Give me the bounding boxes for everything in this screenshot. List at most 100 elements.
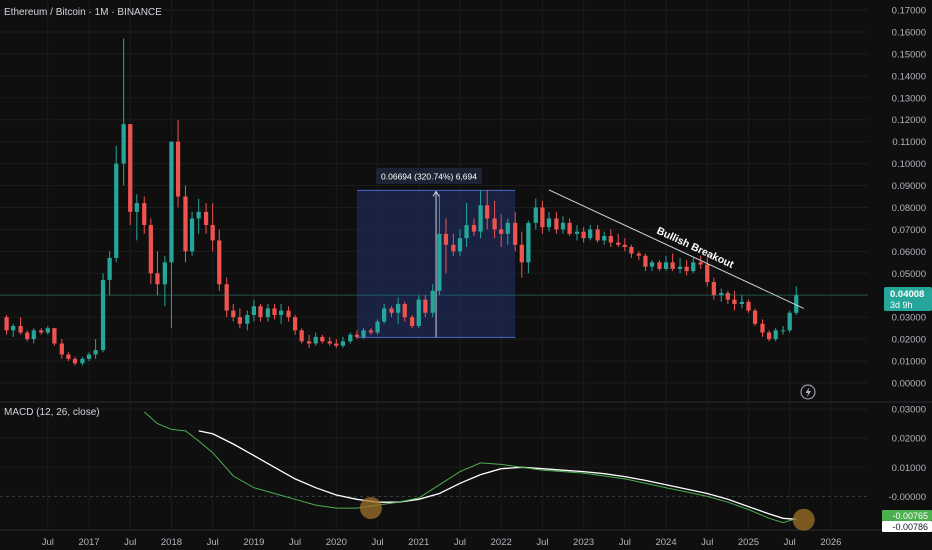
- candle-down: [320, 334, 325, 344]
- candle-body: [794, 295, 799, 313]
- candle-down: [258, 304, 263, 322]
- candle-down: [4, 314, 9, 335]
- candle-body: [72, 358, 78, 364]
- range-measure-label: 0.06694 (320.74%) 6,694: [381, 172, 477, 182]
- price-tick-label: 0.00000: [892, 379, 926, 390]
- candle-up: [11, 323, 16, 337]
- candle-up: [162, 255, 167, 307]
- candle-up: [340, 336, 346, 348]
- candle-up: [787, 310, 792, 333]
- candle-down: [175, 119, 181, 208]
- macd-cross-marker: [792, 508, 815, 531]
- candle-body: [286, 310, 291, 318]
- macd-value-badge: [882, 510, 932, 521]
- candle-down: [402, 301, 407, 322]
- candle-body: [299, 330, 304, 342]
- candle-body: [59, 343, 64, 355]
- time-tick-label: Jul: [371, 537, 383, 548]
- candle-down: [629, 244, 634, 258]
- macd-cross-marker: [359, 497, 382, 520]
- candle-body: [121, 124, 126, 164]
- macd-tick-label: -0.00000: [888, 492, 926, 503]
- candle-down: [39, 328, 44, 335]
- candle-down: [567, 218, 572, 236]
- candle-down: [643, 253, 648, 272]
- candle-body: [443, 233, 449, 245]
- candle-body: [354, 334, 360, 337]
- candle-down: [616, 233, 621, 247]
- candle-body: [719, 293, 724, 296]
- candle-body: [231, 310, 236, 318]
- range-measure-label-box: [376, 168, 482, 184]
- candle-up: [533, 198, 538, 230]
- candle-down: [368, 328, 374, 335]
- candle-body: [567, 222, 572, 234]
- candle-body: [292, 317, 298, 331]
- candle-body: [245, 314, 250, 324]
- candle-body: [622, 244, 627, 247]
- candle-body: [52, 328, 57, 344]
- candle-down: [18, 317, 23, 335]
- candle-up: [169, 141, 174, 329]
- candle-down: [752, 308, 758, 326]
- candle-body: [361, 330, 366, 337]
- price-tick-label: 0.07000: [892, 225, 926, 236]
- candle-body: [608, 235, 613, 243]
- time-tick-label: 2022: [491, 537, 512, 548]
- candle-down: [354, 330, 360, 340]
- candle-body: [423, 299, 428, 313]
- candle-up: [313, 332, 318, 346]
- candle-body: [787, 312, 792, 331]
- candle-body: [320, 336, 325, 342]
- candle-body: [11, 325, 16, 331]
- lightning-icon[interactable]: [800, 384, 816, 400]
- candle-body: [602, 235, 607, 241]
- candle-body: [649, 262, 655, 267]
- candle-down: [423, 295, 428, 318]
- price-tick-label: 0.06000: [892, 247, 926, 258]
- candle-down: [52, 328, 57, 346]
- candle-down: [746, 299, 751, 313]
- macd-title[interactable]: MACD (12, 26, close): [4, 407, 100, 418]
- candle-body: [155, 273, 160, 285]
- candle-up: [437, 194, 442, 296]
- candle-down: [25, 330, 30, 342]
- candle-body: [780, 330, 786, 332]
- candle-up: [546, 211, 552, 232]
- symbol-title[interactable]: Ethereum / Bitcoin · 1M · BINANCE: [4, 7, 162, 18]
- candle-body: [327, 341, 332, 344]
- candle-body: [348, 334, 353, 342]
- candle-down: [711, 277, 716, 300]
- candle-down: [760, 319, 765, 337]
- candle-down: [705, 257, 710, 287]
- trendline: [548, 189, 804, 309]
- candle-up: [663, 255, 669, 272]
- candle-body: [134, 203, 139, 212]
- candle-up: [348, 332, 353, 344]
- candle-body: [402, 304, 407, 318]
- candle-body: [657, 262, 662, 269]
- candle-body: [560, 222, 566, 230]
- candle-body: [588, 229, 593, 239]
- candle-down: [595, 225, 600, 243]
- macd-value-label: -0.00786: [892, 522, 928, 532]
- candle-body: [499, 229, 504, 234]
- time-tick-label: Jul: [207, 537, 219, 548]
- macd-tick-label: 0.01000: [892, 463, 926, 474]
- range-measure-arrowhead: [432, 190, 440, 197]
- candle-up: [121, 38, 126, 186]
- candle-body: [416, 299, 421, 326]
- candle-down: [732, 290, 737, 311]
- candle-up: [526, 220, 531, 274]
- candle-down: [237, 308, 243, 329]
- candle-down: [622, 238, 627, 252]
- candle-down: [766, 330, 772, 342]
- time-tick-label: Jul: [784, 537, 796, 548]
- candle-body: [505, 222, 510, 234]
- candle-down: [327, 336, 332, 346]
- time-tick-label: 2024: [655, 537, 676, 548]
- candle-up: [780, 325, 786, 335]
- price-tick-label: 0.11000: [892, 137, 926, 148]
- candle-body: [705, 264, 710, 283]
- candle-body: [80, 358, 85, 364]
